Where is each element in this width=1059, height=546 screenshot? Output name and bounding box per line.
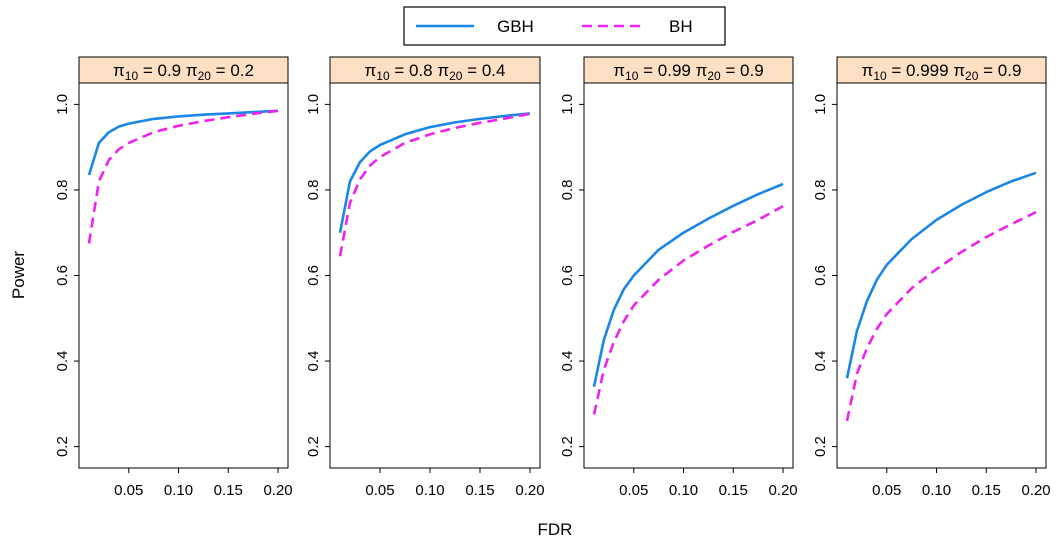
panel-strip: [836, 56, 1047, 84]
panel-3: π10 = 0.99 π20 = 0.9 0.2 0.4 0.6 0.8 1.0 0.05 0…: [559, 56, 798, 499]
x-tick-label: 0.20: [263, 482, 292, 499]
y-tick-label: 0.6: [559, 265, 576, 286]
x-tick-label: 0.05: [619, 482, 648, 499]
x-tick-label: 0.05: [114, 482, 143, 499]
plot-frame: [836, 82, 1047, 469]
y-tick-label: 0.6: [305, 265, 322, 286]
y-tick-label: 0.4: [305, 351, 322, 372]
x-tick-label: 0.20: [515, 482, 544, 499]
series-gbh: [87, 109, 279, 176]
plot-frame: [583, 82, 794, 469]
plot-frame: [78, 82, 289, 469]
panel-strip-label: π10 = 0.999 π20 = 0.9: [862, 61, 1022, 83]
y-tick-label: 0.4: [559, 351, 576, 372]
series-gbh: [592, 182, 784, 387]
series-bh: [845, 211, 1037, 422]
legend-label-gbh: GBH: [497, 17, 534, 36]
y-tick-label: 0.4: [54, 351, 71, 372]
y-tick-label: 0.8: [305, 180, 322, 201]
panels: π10 = 0.9 π20 = 0.2 0.2 0.4 0.6 0.8 1.0 0.05 0.…: [54, 56, 1051, 499]
y-tick-label: 0.8: [54, 180, 71, 201]
y-tick-label: 1.0: [559, 94, 576, 115]
x-tick-label: 0.10: [164, 482, 193, 499]
y-tick-label: 0.2: [305, 436, 322, 457]
y-tick-label: 1.0: [812, 94, 829, 115]
y-tick-label: 0.2: [54, 436, 71, 457]
x-tick-label: 0.20: [768, 482, 797, 499]
x-tick-label: 0.10: [669, 482, 698, 499]
x-tick-label: 0.15: [972, 482, 1001, 499]
x-tick-label: 0.15: [719, 482, 748, 499]
legend-label-bh: BH: [669, 17, 693, 36]
series-gbh: [845, 171, 1037, 379]
y-tick-label: 0.8: [559, 180, 576, 201]
y-tick-label: 1.0: [305, 94, 322, 115]
panel-4: π10 = 0.999 π20 = 0.9 0.2 0.4 0.6 0.8 1.0 0.05…: [812, 56, 1051, 499]
y-tick-label: 0.2: [812, 436, 829, 457]
series-gbh: [338, 112, 531, 233]
legend: GBH BH: [403, 6, 726, 46]
panel-strip-label: π10 = 0.9 π20 = 0.2: [113, 61, 254, 83]
y-axis-label: Power: [9, 251, 28, 300]
x-tick-label: 0.15: [214, 482, 243, 499]
series-bh: [338, 112, 531, 257]
plot-frame: [329, 82, 541, 469]
x-tick-label: 0.15: [465, 482, 494, 499]
panel-2: π10 = 0.8 π20 = 0.4 0.2 0.4 0.6 0.8 1.0 0.05 0.…: [305, 56, 545, 499]
panel-strip: [329, 56, 541, 84]
y-tick-label: 0.8: [812, 180, 829, 201]
panel-strip-label: π10 = 0.8 π20 = 0.4: [365, 61, 506, 83]
panel-strip-label: π10 = 0.99 π20 = 0.9: [613, 61, 763, 83]
y-tick-label: 0.6: [54, 265, 71, 286]
y-tick-label: 0.4: [812, 351, 829, 372]
y-tick-label: 0.6: [812, 265, 829, 286]
panel-strip: [583, 56, 794, 84]
y-tick-label: 1.0: [54, 94, 71, 115]
series-bh: [87, 109, 279, 244]
x-tick-label: 0.20: [1021, 482, 1050, 499]
x-tick-label: 0.05: [872, 482, 901, 499]
panel-1: π10 = 0.9 π20 = 0.2 0.2 0.4 0.6 0.8 1.0 0.05 0.…: [54, 56, 293, 499]
x-tick-label: 0.10: [415, 482, 444, 499]
x-axis-label: FDR: [538, 520, 573, 539]
x-tick-label: 0.05: [365, 482, 394, 499]
x-tick-label: 0.10: [922, 482, 951, 499]
series-bh: [592, 205, 784, 415]
y-tick-label: 0.2: [559, 436, 576, 457]
